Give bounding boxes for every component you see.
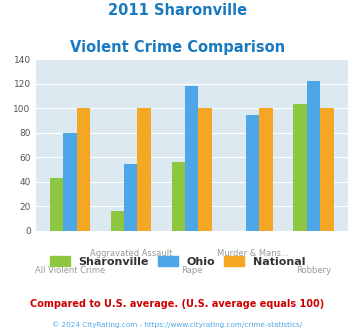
Text: Robbery: Robbery [296,266,331,275]
Text: Aggravated Assault: Aggravated Assault [89,249,172,258]
Bar [246,115,260,231]
Bar [260,109,273,231]
Bar [124,164,137,231]
Text: © 2024 CityRating.com - https://www.cityrating.com/crime-statistics/: © 2024 CityRating.com - https://www.city… [53,322,302,328]
Bar [294,104,307,231]
Bar [198,109,212,231]
Bar [111,212,124,231]
Text: Violent Crime Comparison: Violent Crime Comparison [70,40,285,54]
Text: Murder & Mans...: Murder & Mans... [217,249,289,258]
Bar [77,109,90,231]
Text: Rape: Rape [181,266,202,275]
Bar [320,109,334,231]
Text: All Violent Crime: All Violent Crime [35,266,105,275]
Bar [50,178,63,231]
Text: 2011 Sharonville: 2011 Sharonville [108,3,247,18]
Bar [63,133,77,231]
Text: Compared to U.S. average. (U.S. average equals 100): Compared to U.S. average. (U.S. average … [31,299,324,309]
Legend: Sharonville, Ohio, National: Sharonville, Ohio, National [50,256,305,267]
Bar [137,109,151,231]
Bar [171,162,185,231]
Bar [307,82,320,231]
Bar [185,86,198,231]
